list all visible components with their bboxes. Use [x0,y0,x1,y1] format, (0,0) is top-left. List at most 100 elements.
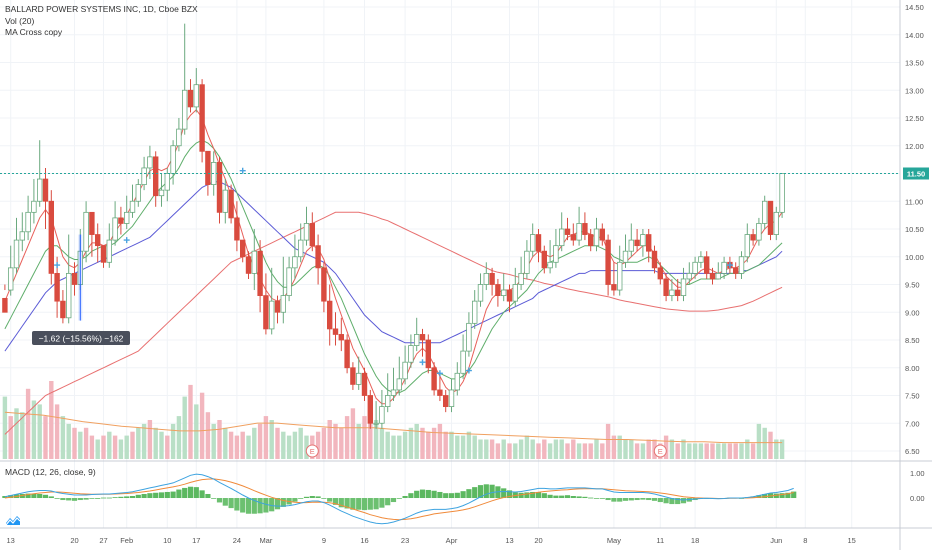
volume-bar [95,439,100,459]
earnings-marker-icon [305,444,319,458]
candle-body [454,372,460,391]
macd-histogram-bar [176,489,182,499]
macd-histogram-bar [576,496,582,499]
volume-bar [588,443,593,459]
candle-body [576,223,582,241]
macd-histogram-bar [379,498,385,508]
price-tick-label: 13.50 [905,59,924,68]
candle-body [396,378,402,391]
candle-body [611,284,617,291]
ma-cross-indicator-label[interactable]: MA Cross copy [5,27,63,37]
volume-bar [368,412,373,459]
volume-bar [205,412,211,459]
volume-bar [484,439,489,459]
volume-bar [234,435,240,459]
volume-bar [443,431,448,459]
volume-bar [54,404,60,459]
macd-histogram-bar [617,498,623,502]
macd-histogram-bar [466,489,472,499]
macd-histogram-bar [367,498,373,510]
ma-long-line [4,211,783,435]
volume-bar [350,408,356,459]
candle-body [106,239,112,263]
measure-range [78,234,83,321]
macd-histogram-bar [628,498,634,501]
macd-histogram-bar [524,492,530,499]
ma-cross-marker [123,237,130,244]
volume-bar [640,443,646,459]
candle-body [617,261,623,291]
volume-bar [449,431,454,459]
macd-histogram-bar [292,498,298,502]
macd-indicator-label[interactable]: MACD (12, 26, close, 9) [5,467,96,477]
volume-bar [373,420,379,459]
volume-bar [25,388,31,459]
macd-histogram-bar [425,489,431,499]
candle-body [425,339,431,369]
macd-histogram-bar [593,498,600,499]
time-tick-label: 15 [848,536,856,545]
candle-body [124,211,130,224]
macd-histogram-bar [588,497,594,499]
candle-body [582,223,588,235]
time-tick-label: May [607,536,621,545]
volume-bar [199,392,205,459]
macd-histogram-bar [622,498,629,501]
candle-body [767,200,774,235]
macd-histogram-bar [779,493,785,499]
macd-histogram-bar [385,498,391,506]
candle-body [715,272,721,280]
candle-body [651,250,658,269]
macd-histogram-bar [48,496,54,499]
macd-histogram-bar [657,498,663,503]
candle-body [692,261,698,274]
macd-histogram-bar [553,495,559,499]
macd-histogram-bar [164,491,170,499]
volume-bar [170,423,176,459]
candle-body [442,395,449,408]
macd-histogram-bar [640,498,646,500]
macd-histogram-bar [54,498,60,499]
volume-bar [681,439,686,459]
volume-bar [385,431,390,459]
candle-body [495,284,501,296]
candle-body [141,167,147,185]
price-tick-label: 6.50 [905,447,920,456]
volume-bar [101,435,106,459]
tradingview-logo-icon[interactable] [5,514,21,526]
macd-histogram-bar [564,495,571,499]
volume-bar [559,439,564,459]
volume-bar [727,443,733,459]
candle-body [622,250,629,263]
macd-histogram-bar [187,486,194,499]
macd-histogram-bar [263,498,269,513]
volume-indicator-label[interactable]: Vol (20) [5,16,35,26]
volume-bar [66,423,71,459]
candle-body [361,372,368,396]
candle-body [83,211,89,252]
candle-body [303,223,310,241]
candle-body [779,173,785,213]
candle-body [164,173,170,191]
macd-histogram-bar [303,496,310,499]
macd-histogram-bar [582,496,588,499]
macd-histogram-bar [541,493,547,499]
price-tick-label: 12.00 [905,142,924,151]
macd-histogram-bar [147,493,153,499]
price-tick-label: 7.00 [905,419,920,428]
candle-body [280,295,286,313]
time-tick-label: 18 [691,536,699,545]
volume-bar [721,443,727,459]
volume-bar [275,427,280,459]
time-tick-label: 8 [803,536,807,545]
macd-histogram-bar [437,491,443,499]
candle-body [95,234,101,247]
volume-ma-line [4,411,783,444]
macd-histogram-bar [483,484,489,499]
volume-bar [611,435,617,459]
macd-histogram-bar [791,491,797,499]
macd-histogram-bar [135,494,141,499]
macd-histogram-bar [228,498,234,509]
